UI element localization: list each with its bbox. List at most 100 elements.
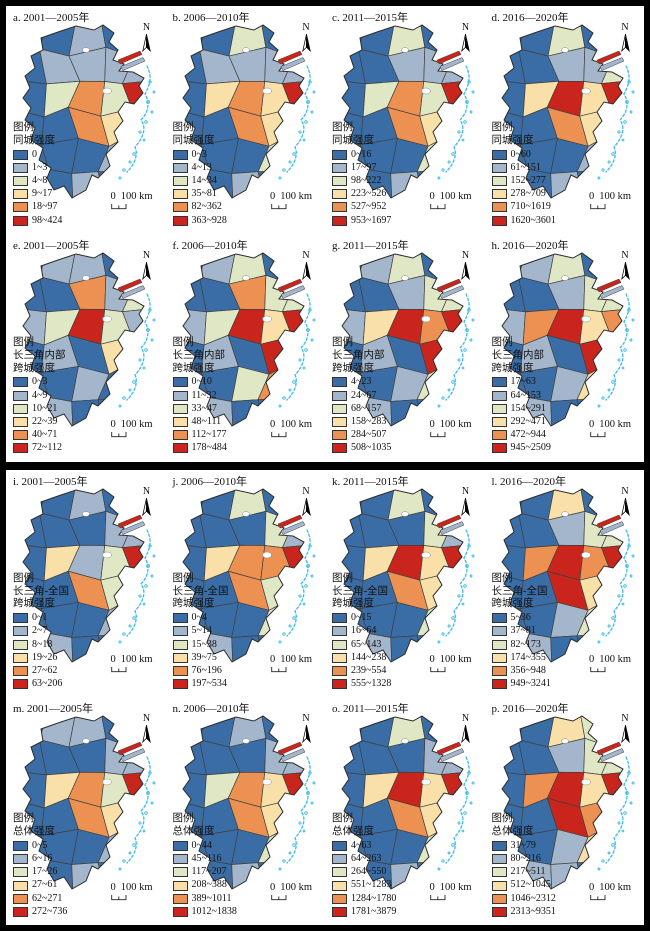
legend-row: 949~3241: [491, 678, 551, 690]
scale-bar-text: 0 100 km: [110, 419, 152, 430]
island-mark: [616, 130, 621, 134]
north-arrow: N: [617, 486, 633, 522]
north-label: N: [621, 22, 629, 33]
north-arrow-icon: [461, 497, 470, 516]
island-mark: [607, 388, 610, 392]
island-mark: [281, 396, 286, 400]
island-mark: [607, 851, 610, 855]
scale-zero-label: 0: [429, 882, 435, 893]
legend-class-label: 4~23: [351, 376, 372, 388]
island-mark: [132, 843, 136, 847]
legend-swatch: [172, 665, 188, 676]
legend-swatch: [13, 880, 28, 891]
legend-row: 9~17: [13, 188, 62, 200]
scale-distance-label: 100 km: [280, 190, 312, 202]
island-mark: [132, 152, 136, 156]
legend-class-label: 551~1283: [351, 879, 392, 891]
legend-class-label: 72~112: [32, 442, 63, 454]
legend-row: 82~362: [172, 201, 227, 213]
island-mark: [437, 176, 441, 180]
legend-swatch: [491, 906, 507, 917]
north-label: N: [142, 22, 151, 33]
island-mark: [152, 90, 156, 94]
island-mark: [278, 640, 281, 643]
taihu-lake: [580, 87, 591, 95]
legend-measure-line: 长三角-全国: [172, 585, 229, 597]
island-mark: [152, 781, 156, 785]
legend-row: 389~1011: [172, 893, 237, 905]
island-mark: [138, 593, 142, 598]
island-mark: [291, 615, 296, 620]
legend-row: 356~948: [491, 665, 551, 677]
legend-class-label: 710~1619: [510, 201, 551, 213]
island-mark: [122, 396, 126, 400]
legend-class-label: 284~507: [351, 429, 387, 441]
legend-row: 197~534: [172, 678, 229, 690]
island-mark: [616, 358, 621, 362]
estuary-sliver-blue: [280, 520, 305, 535]
legend-row: 512~1045: [491, 879, 556, 891]
scale-bar-bracket: [430, 431, 446, 437]
island-mark: [281, 631, 286, 636]
island-mark: [610, 615, 615, 620]
figure-box-top: a. 2001—2005年 N 图例 同城强度 0 1~3 4~8 9~17 18~97 98~4…: [5, 5, 645, 463]
island-mark: [441, 631, 445, 636]
scale-bar-text: 0 100 km: [429, 882, 471, 893]
coastline-dashed: [445, 293, 470, 401]
legend-row: 551~1283: [332, 879, 396, 891]
legend-row: 0~15: [332, 612, 391, 624]
legend-row: 4~9: [13, 390, 66, 402]
city-polygon: [444, 600, 463, 638]
city-polygon: [440, 542, 463, 579]
coastline-dashed: [604, 756, 630, 864]
scale-bar: 0 100 km: [110, 882, 153, 901]
legend-class-label: 8~18: [32, 638, 53, 650]
scale-bar-bracket: [111, 895, 127, 901]
legend: 图例 长三角-全国 跨城强度 0~4 5~14 15~38 39~75 76~196 197~5…: [172, 572, 229, 691]
north-arrow: N: [617, 23, 633, 58]
island-mark: [622, 583, 627, 588]
scale-bar: 0 100 km: [110, 654, 153, 673]
legend-swatch: [172, 652, 188, 663]
city-polygon: [23, 769, 47, 809]
legend: 图例 总体强度 31~79 80~216 217~511 512~1045 1046~231…: [491, 813, 556, 918]
legend-class-label: 197~534: [191, 678, 227, 690]
legend: 图例 同城强度 0~3 4~13 14~34 35~81 82~362 363~928: [172, 122, 227, 227]
legend-measure-line: 跨城强度: [491, 362, 534, 374]
map-panel-e: e. 2001—2005年 N 图例 长三角内部 跨城强度 0~3 4~9 10~21 22~3…: [6, 234, 166, 462]
legend-class-label: 76~196: [191, 664, 222, 676]
legend-row: 527~952: [332, 201, 391, 213]
island-mark: [150, 574, 154, 577]
legend-header: 图例: [172, 572, 194, 584]
city-polygon: [122, 25, 144, 58]
legend-row: 0~5: [13, 840, 67, 852]
map-panel-g: g. 2011—2015年 N 图例 长三角内部 跨城强度 4~23 24~67 68~157…: [325, 234, 485, 462]
island-mark: [310, 110, 313, 114]
scale-zero-label: 0: [588, 190, 595, 202]
coastline-dashed: [285, 65, 311, 173]
region-outline: [22, 715, 145, 890]
region-outline: [500, 24, 624, 199]
city-polygon: [444, 136, 463, 175]
choropleth-map: [181, 24, 315, 199]
legend-class-label: 24~67: [351, 389, 377, 401]
legend-swatch: [491, 679, 507, 690]
scale-bar-bracket: [111, 667, 127, 673]
legend-swatch: [13, 893, 28, 904]
estuary-sliver-red: [117, 278, 143, 293]
legend-swatch: [332, 665, 347, 676]
city-polygon: [501, 78, 526, 118]
legend-row: 0~60: [491, 149, 556, 161]
scale-zero-label: 0: [110, 654, 116, 666]
legend-measure-line: 跨城强度: [172, 598, 215, 610]
legend-class-label: 117~207: [191, 866, 227, 878]
island-mark: [463, 347, 467, 352]
region-outline: [22, 24, 145, 199]
north-label: N: [302, 485, 310, 497]
island-mark: [307, 771, 312, 775]
island-mark: [303, 583, 308, 588]
island-mark: [118, 404, 122, 408]
city-polygon: [604, 828, 623, 866]
island-mark: [138, 130, 142, 134]
legend-swatch: [332, 679, 347, 690]
